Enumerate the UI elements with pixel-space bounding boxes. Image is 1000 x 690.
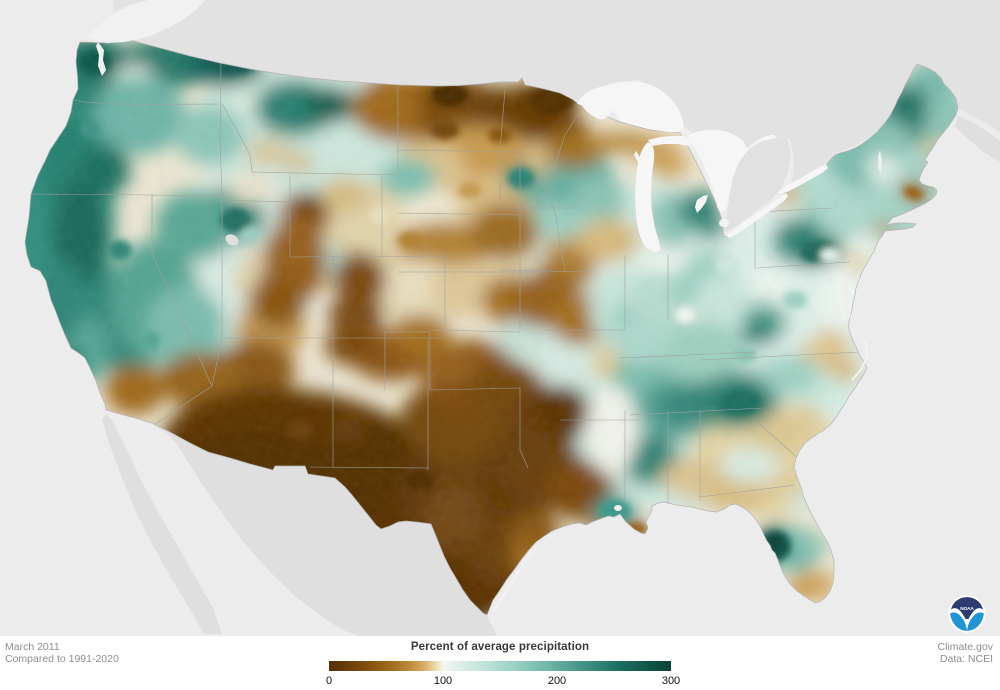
svg-text:NOAA: NOAA xyxy=(960,606,974,612)
